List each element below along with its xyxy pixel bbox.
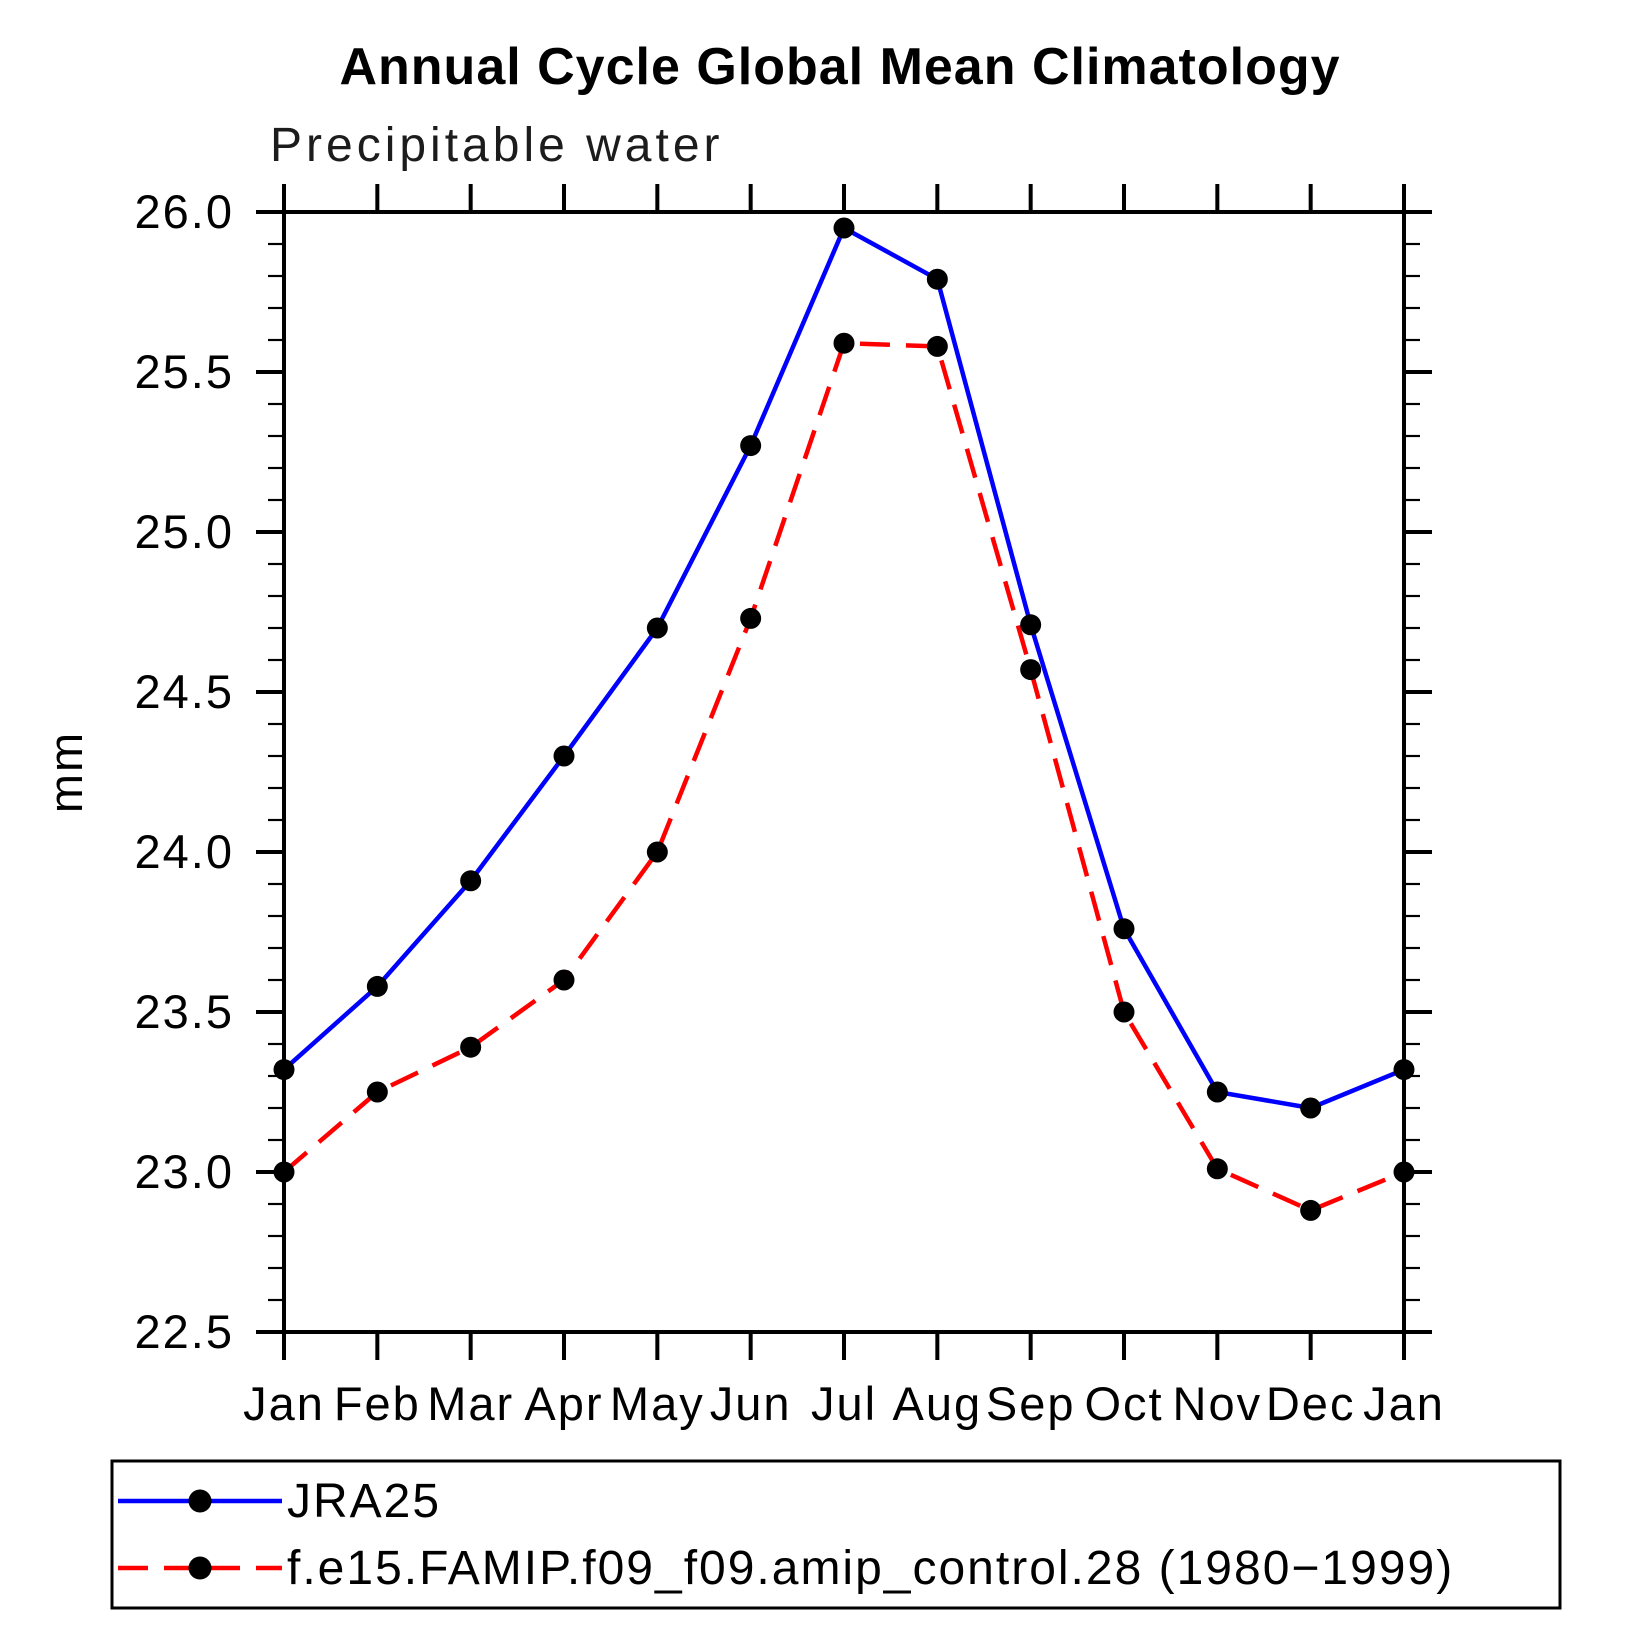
x-axis-tick-label: Sep xyxy=(986,1377,1076,1430)
x-axis-tick-label: Jan xyxy=(1363,1377,1445,1430)
x-axis-tick-label: Mar xyxy=(427,1377,514,1430)
x-axis-tick-label: Nov xyxy=(1173,1377,1263,1430)
data-point-marker xyxy=(273,1059,295,1081)
chart-subtitle: Precipitable water xyxy=(270,119,724,172)
x-axis-tick-label: Apr xyxy=(524,1377,603,1430)
x-axis-tick-label: Jun xyxy=(710,1377,792,1430)
data-point-marker xyxy=(833,332,855,354)
series-line-1 xyxy=(282,340,1405,1213)
legend-label-model: f.e15.FAMIP.f09_f09.amip_control.28 (198… xyxy=(287,1542,1454,1595)
data-point-marker xyxy=(1020,614,1042,636)
y-axis-tick-label: 25.5 xyxy=(135,345,234,398)
y-axis-title: mm xyxy=(39,731,92,813)
data-point-marker xyxy=(926,268,948,290)
x-axis-tick-label: May xyxy=(610,1377,705,1430)
data-point-marker xyxy=(273,1161,295,1183)
data-point-marker xyxy=(1113,918,1135,940)
chart-title: Annual Cycle Global Mean Climatology xyxy=(339,38,1340,96)
data-point-marker xyxy=(1300,1097,1322,1119)
plot-border xyxy=(282,210,1406,1334)
data-point-marker xyxy=(740,607,762,629)
data-point-marker xyxy=(646,841,668,863)
data-point-marker xyxy=(646,617,668,639)
y-axis-tick-label: 25.0 xyxy=(135,505,234,558)
data-point-marker xyxy=(1393,1161,1415,1183)
legend-label-jra25: JRA25 xyxy=(287,1475,441,1528)
legend-marker-sample xyxy=(188,1489,212,1513)
data-point-marker xyxy=(833,217,855,239)
legend-box xyxy=(110,1459,1562,1610)
data-point-marker xyxy=(926,335,948,357)
legend: JRA25 f.e15.FAMIP.f09_f09.amip_control.2… xyxy=(110,1459,1562,1610)
y-axis-tick-label: 24.5 xyxy=(135,665,234,718)
data-point-marker xyxy=(1206,1158,1228,1180)
data-point-marker xyxy=(1393,1059,1415,1081)
data-point-marker xyxy=(1300,1199,1322,1221)
data-point-marker xyxy=(553,745,575,767)
y-axis-tick-label: 26.0 xyxy=(135,185,234,238)
legend-marker-sample xyxy=(188,1556,212,1580)
data-point-marker xyxy=(1113,1001,1135,1023)
legend-swatch-jra25 xyxy=(118,1489,282,1513)
y-axis-tick-label: 23.5 xyxy=(135,985,234,1038)
data-point-marker xyxy=(1020,659,1042,681)
x-axis-tick-label: Aug xyxy=(893,1377,983,1430)
x-axis-tick-label: Jul xyxy=(811,1377,877,1430)
data-point-marker xyxy=(553,969,575,991)
series-line-0 xyxy=(282,224,1405,1111)
data-point-marker xyxy=(366,1081,388,1103)
y-axis-tick-label: 22.5 xyxy=(135,1305,234,1358)
y-axis-tick-label: 24.0 xyxy=(135,825,234,878)
x-axis-tick-label: Feb xyxy=(334,1377,421,1430)
data-point-marker xyxy=(460,1036,482,1058)
y-axis-tick-label: 23.0 xyxy=(135,1145,234,1198)
x-axis-tick-label: Jan xyxy=(243,1377,325,1430)
x-axis-tick-label: Oct xyxy=(1084,1377,1163,1430)
x-axis-tick-label: Dec xyxy=(1266,1377,1356,1430)
data-point-marker xyxy=(460,870,482,892)
data-point-marker xyxy=(366,975,388,997)
data-point-marker xyxy=(1206,1081,1228,1103)
data-point-marker xyxy=(740,435,762,457)
legend-swatch-model xyxy=(118,1556,282,1580)
